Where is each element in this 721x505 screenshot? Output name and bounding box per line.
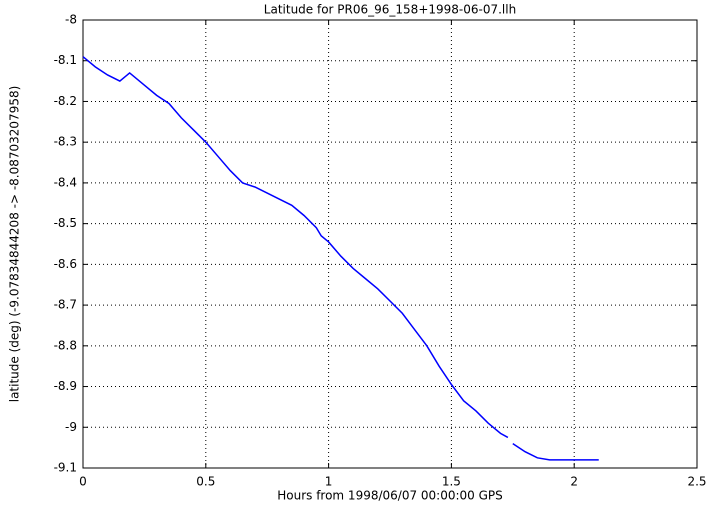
x-tick-label: 1.5: [442, 475, 461, 489]
x-axis-label: Hours from 1998/06/07 00:00:00 GPS: [277, 489, 503, 503]
y-axis-label: latitude (deg) (-9.07834844208 -> -8.087…: [8, 86, 22, 403]
y-tick-label: -8.9: [54, 379, 77, 393]
x-tick-label: 2: [570, 475, 578, 489]
y-tick-label: -9.1: [54, 461, 77, 475]
x-tick-label: 1: [325, 475, 333, 489]
y-tick-label: -8.8: [54, 338, 77, 352]
y-tick-label: -8.1: [54, 53, 77, 67]
y-tick-label: -8.5: [54, 216, 77, 230]
x-tick-label: 0: [79, 475, 87, 489]
y-tick-label: -8.7: [54, 298, 77, 312]
y-tick-label: -8.6: [54, 257, 77, 271]
y-tick-label: -9: [65, 420, 77, 434]
y-tick-label: -8: [65, 13, 77, 27]
y-tick-label: -8.4: [54, 175, 77, 189]
y-tick-label: -8.2: [54, 94, 77, 108]
x-tick-label: 2.5: [687, 475, 706, 489]
data-line: [82, 56, 599, 461]
y-tick-label: -8.3: [54, 135, 77, 149]
plot-frame: [82, 19, 698, 469]
x-tick-label: 0.5: [196, 475, 215, 489]
chart-title: Latitude for PR06_96_158+1998-06-07.llh: [264, 3, 516, 17]
